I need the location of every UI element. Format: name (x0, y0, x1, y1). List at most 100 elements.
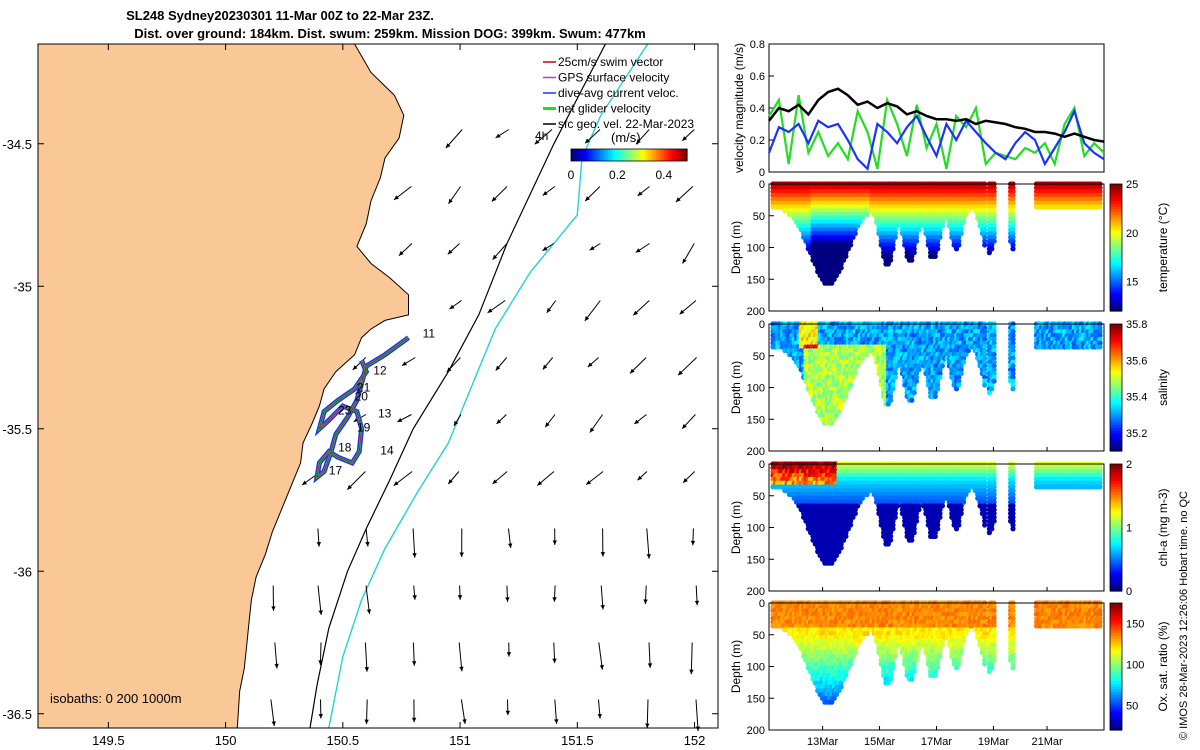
velocity-arrowhead (695, 726, 700, 731)
profile-ytick-label: 0 (759, 179, 765, 191)
colorbar-cell (1110, 346, 1122, 350)
colorbar-cell (1110, 206, 1122, 210)
map-colorbar-cell (630, 149, 634, 161)
colorbar-cell (1110, 234, 1122, 238)
map-colorbar-cell (640, 149, 644, 161)
colorbar-cell (1110, 530, 1122, 534)
colorbar-cell (1110, 211, 1122, 215)
map-ytick-label-4: -36.5 (2, 707, 32, 722)
colorbar-cell (1110, 608, 1122, 612)
velocity-arrow (690, 642, 693, 675)
map-colorbar-cell (611, 149, 615, 161)
colorbar-cell (1110, 308, 1122, 312)
velocity-arrowhead (364, 719, 369, 725)
colorbar-cell (1110, 707, 1122, 711)
colorbar-cell (1110, 583, 1122, 587)
colorbar-cell (1110, 189, 1122, 193)
colorbar-cell (1110, 247, 1122, 251)
map-colorbar-cell (580, 149, 584, 161)
colorbar-cell (1110, 512, 1122, 516)
map-colorbar-cell (609, 149, 613, 161)
colorbar-cell (1110, 558, 1122, 562)
colorbar-tick: 35.6 (1126, 355, 1147, 367)
velocity-arrowhead (394, 195, 399, 200)
map-colorbar-cell (671, 149, 674, 161)
map-colorbar-tick-1: 0.2 (609, 168, 626, 182)
colorbar-cell (1110, 283, 1122, 287)
profile-ytick-label: 0 (759, 459, 765, 471)
map-colorbar-cell (613, 149, 616, 161)
map-xtick-label-1: 150 (215, 733, 237, 748)
map-colorbar-cell (632, 149, 636, 161)
colorbar-cell (1110, 412, 1122, 416)
colorbar-cell (1110, 532, 1122, 536)
velocity-series-1 (767, 108, 1105, 171)
velocity-arrowhead (552, 597, 557, 602)
legend-label-1: GPS surface velocity (558, 71, 669, 85)
colorbar-cell (1110, 362, 1122, 366)
velocity-arrowhead (586, 480, 592, 485)
time-xtick-label-4: 21Mar (1031, 736, 1063, 748)
map-colorbar-cell (607, 149, 611, 161)
colorbar-cell (1110, 704, 1122, 708)
profile-ylabel: Depth (m) (729, 640, 743, 693)
colorbar-cell (1110, 214, 1122, 218)
colorbar-cell (1110, 397, 1122, 401)
map-colorbar-cell (634, 149, 638, 161)
velocity-arrowhead (537, 480, 543, 486)
colorbar-cell (1110, 727, 1122, 731)
profile-ylabel: Depth (m) (729, 221, 743, 274)
colorbar-cell (1110, 448, 1122, 452)
velocity-ytick-label-4: 0.8 (750, 39, 765, 51)
profile-ytick-label: 150 (747, 274, 765, 286)
colorbar-cell (1110, 527, 1122, 531)
colorbar-cell (1110, 620, 1122, 624)
colorbar-cell (1110, 374, 1122, 378)
colorbar-cell (1110, 224, 1122, 228)
colorbar-cell (1110, 324, 1122, 328)
colorbar-cell (1110, 359, 1122, 363)
legend-label-4: sfc geo. vel. 22-Mar-2023 (558, 117, 694, 131)
colorbar-cell (1110, 643, 1122, 647)
velocity-arrowhead (495, 133, 501, 138)
colorbar-cell (1110, 653, 1122, 657)
colorbar-cell (1110, 722, 1122, 726)
velocity-arrowhead (445, 143, 451, 148)
velocity-arrowhead (600, 604, 605, 610)
velocity-arrow (365, 585, 370, 615)
velocity-arrowhead (647, 663, 653, 668)
velocity-arrowhead (491, 196, 497, 202)
velocity-series-2 (768, 87, 1105, 143)
colorbar-tick: 35.8 (1126, 319, 1147, 331)
profile-panel-3: 0 50 100 150 200 Depth (m) 50 100 150 Ox. sat. ra… (729, 598, 1170, 737)
credit-text: © IMOS 28-Mar-2023 12:26:06 Hobart time.… (1178, 491, 1190, 740)
velocity-arrowhead (487, 308, 493, 313)
colorbar-cell (1110, 382, 1122, 386)
colorbar-tick: 35.2 (1126, 428, 1147, 440)
colorbar-cell (1110, 275, 1122, 279)
velocity-arrowhead (633, 310, 639, 316)
map-xtick-label-0: 149.5 (92, 733, 125, 748)
colorbar-cell (1110, 563, 1122, 567)
map-colorbar-cell (594, 149, 597, 161)
colorbar-cell (1110, 550, 1122, 554)
colorbar-cell (1110, 517, 1122, 521)
colorbar-cell (1110, 288, 1122, 292)
colorbar-cell (1110, 405, 1122, 409)
profile-dots (770, 461, 1103, 566)
colorbar-cell (1110, 714, 1122, 718)
colorbar-cell (1110, 390, 1122, 394)
velocity-arrowhead (636, 139, 641, 144)
map-colorbar-cell (629, 149, 632, 161)
colorbar-cell (1110, 364, 1122, 368)
map-colorbar-label: (m/s) (611, 130, 641, 145)
colorbar-cell (1110, 651, 1122, 655)
velocity-arrowhead (454, 420, 459, 426)
map-colorbar-cell (681, 149, 684, 161)
colorbar-cell (1110, 625, 1122, 629)
day-label-17: 17 (329, 463, 343, 477)
profile-ytick-label: 0 (759, 319, 765, 331)
velocity-arrowhead (678, 370, 683, 376)
